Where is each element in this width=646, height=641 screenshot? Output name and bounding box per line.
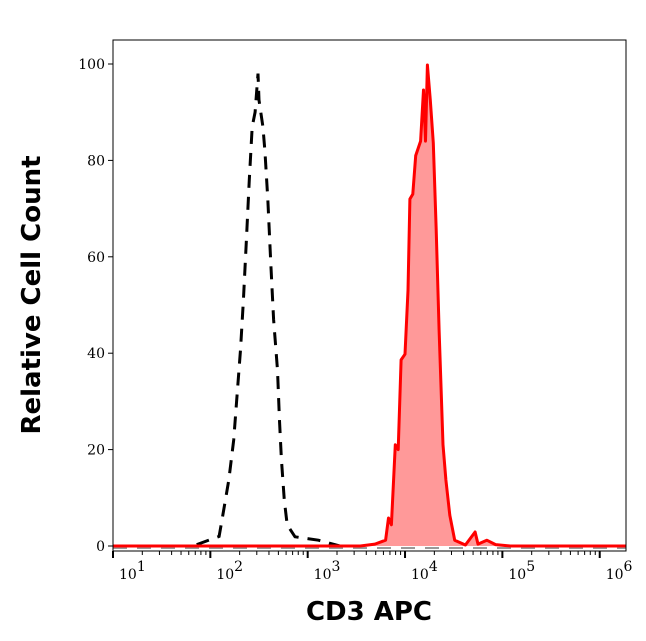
- y-tick-label: 0: [96, 539, 105, 555]
- y-tick-label: 40: [87, 346, 105, 362]
- y-tick-label: 60: [87, 250, 105, 266]
- x-tick-label: 102: [216, 559, 243, 583]
- series-line-1: [113, 63, 626, 548]
- y-tick-label: 80: [87, 153, 105, 169]
- axes: 101 102 103 104 105 106 0 20 40 60 80 100: [78, 39, 633, 583]
- plot-area: [113, 63, 626, 549]
- plot-frame: [112, 39, 627, 552]
- x-tick-label: 101: [119, 559, 146, 583]
- y-axis-title: Relative Cell Count: [17, 155, 47, 434]
- x-tick-label: 105: [508, 559, 535, 583]
- series-fill-1: [113, 65, 626, 546]
- series-line-0: [196, 73, 341, 548]
- x-tick-label: 103: [314, 559, 341, 583]
- y-tick-label: 20: [87, 443, 105, 459]
- x-tick-label: 104: [411, 559, 438, 583]
- y-tick-label: 100: [78, 57, 105, 73]
- x-tick-label: 106: [606, 559, 633, 583]
- x-axis-title: CD3 APC: [306, 597, 432, 627]
